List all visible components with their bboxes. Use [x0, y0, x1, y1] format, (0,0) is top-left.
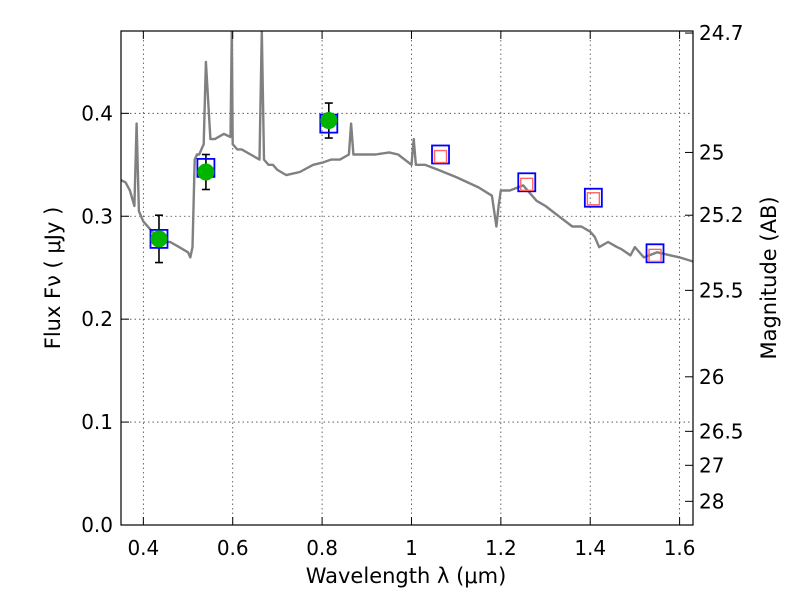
x-tick-label: 0.8: [306, 536, 338, 560]
x-tick-label: 0.4: [127, 536, 159, 560]
axis-tick-labels: 0.4 0.6 0.8 1 1.2 1.4 1.6 0.0 0.1 0.2 0.3 0.4 24.7 25…: [81, 21, 743, 560]
model-square: [583, 187, 603, 208]
y2-tick-label: 27: [699, 453, 724, 477]
x-tick-label: 1.4: [574, 536, 606, 560]
x-tick-label: 0.6: [217, 536, 249, 560]
y2-tick-label: 28: [699, 489, 724, 513]
predicted-square: [520, 177, 534, 192]
y-tick-label: 0.4: [81, 101, 113, 125]
x-axis-label: Wavelength λ (μm): [306, 564, 507, 588]
predicted-square: [433, 149, 448, 164]
y2-tick-label: 25.2: [699, 203, 744, 227]
plot-frame: [120, 30, 694, 526]
y2-axis-label: Magnitude (AB): [757, 196, 781, 359]
y2-tick-label: 25.5: [699, 278, 744, 302]
model-square: [645, 243, 665, 264]
spectrum-line: [121, 31, 693, 263]
y-tick-label: 0.0: [81, 513, 113, 537]
observed-point: [197, 163, 215, 181]
observed-point: [320, 112, 338, 130]
y2-tick-label: 24.7: [699, 21, 744, 45]
plot-area: [121, 31, 693, 264]
predicted-square: [648, 248, 662, 263]
y2-tick-label: 26.5: [699, 419, 744, 443]
x-tick-label: 1: [405, 536, 418, 560]
x-tick-label: 1.6: [664, 536, 696, 560]
y-tick-label: 0.3: [81, 204, 113, 228]
y-tick-label: 0.1: [81, 410, 113, 434]
y2-tick-label: 25: [699, 140, 724, 164]
x-tick-label: 1.2: [485, 536, 517, 560]
model-square: [517, 172, 537, 193]
y2-tick-label: 26: [699, 365, 724, 389]
y-axis-label: Flux Fν ( μJy ): [41, 207, 65, 350]
axis-ticks: [121, 31, 693, 526]
model-square: [431, 144, 450, 165]
predicted-square: [586, 192, 601, 206]
observed-point: [150, 230, 168, 248]
y-tick-label: 0.2: [81, 307, 113, 331]
